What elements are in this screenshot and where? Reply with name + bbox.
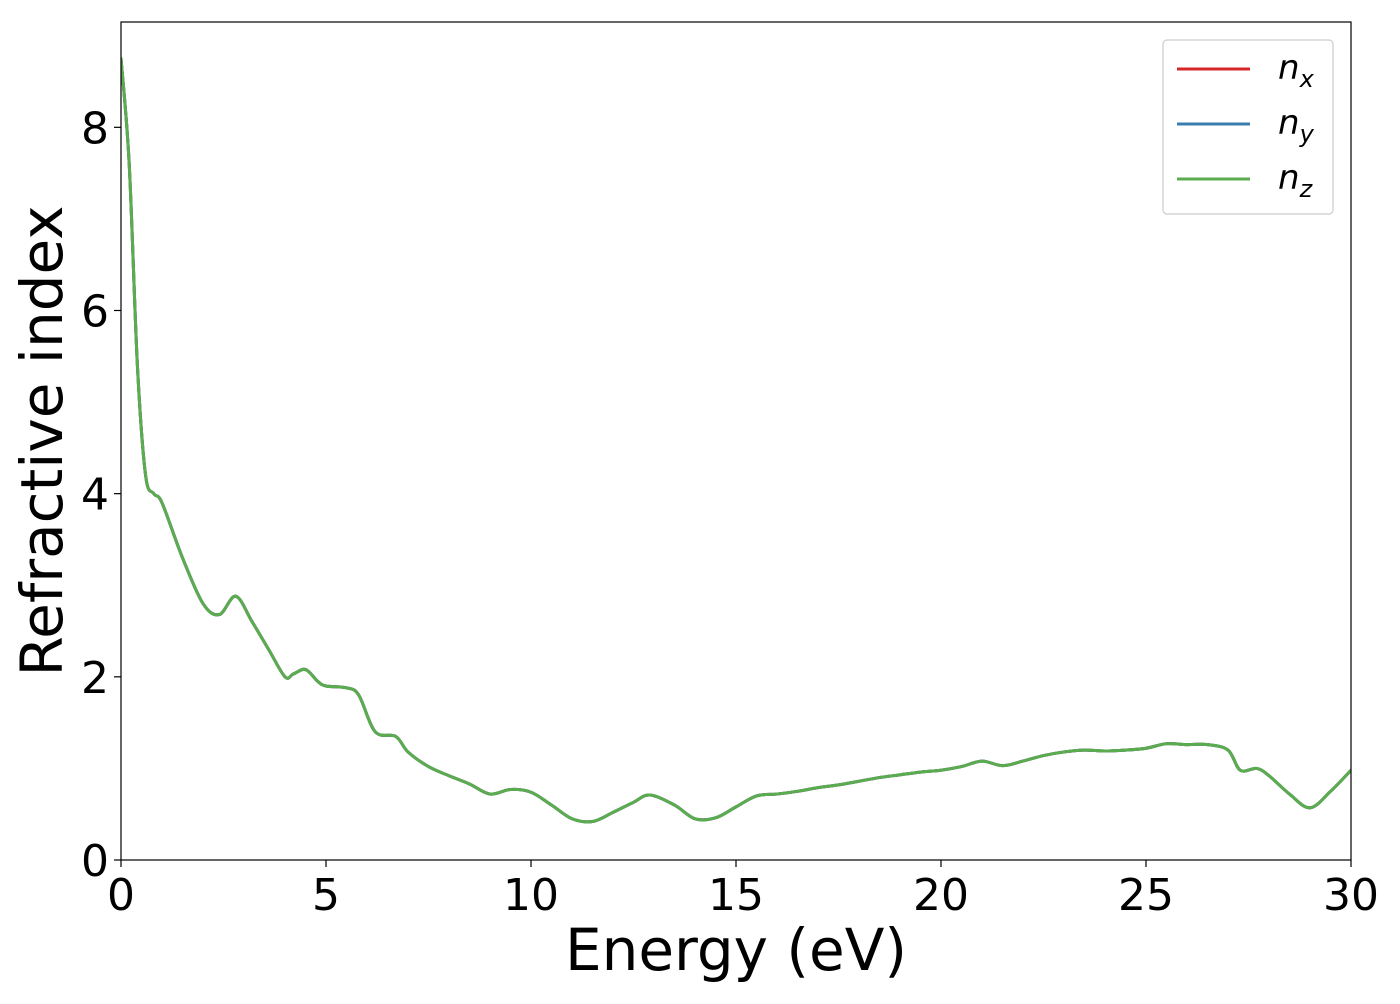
series-line-nz — [121, 57, 1351, 824]
y-tick-label: 8 — [81, 103, 109, 154]
legend-box — [1162, 39, 1334, 215]
x-axis-label: Energy (eV) — [565, 916, 907, 984]
y-axis-label: Refractive index — [8, 205, 76, 676]
y-tick-label: 6 — [81, 286, 109, 337]
ticks-layer: 0 5 10 15 20 25 30 0 2 4 6 8 — [81, 103, 1379, 921]
x-tick-label: 25 — [1118, 870, 1174, 921]
x-tick-label: 15 — [708, 870, 764, 921]
x-tick-label: 10 — [503, 870, 559, 921]
legend-label: ny — [1278, 103, 1315, 148]
legend-item-nx: nx — [1177, 48, 1315, 93]
legend-label: nx — [1278, 48, 1315, 93]
x-tick-label: 20 — [913, 870, 969, 921]
legend-item-ny: ny — [1177, 103, 1315, 148]
series-layer — [121, 57, 1351, 824]
x-tick-label: 30 — [1323, 870, 1379, 921]
y-tick-label: 0 — [81, 836, 109, 887]
y-tick-label: 2 — [81, 653, 109, 704]
x-tick-label: 0 — [107, 870, 135, 921]
y-tick-label: 4 — [81, 470, 109, 521]
x-tick-label: 5 — [312, 870, 340, 921]
